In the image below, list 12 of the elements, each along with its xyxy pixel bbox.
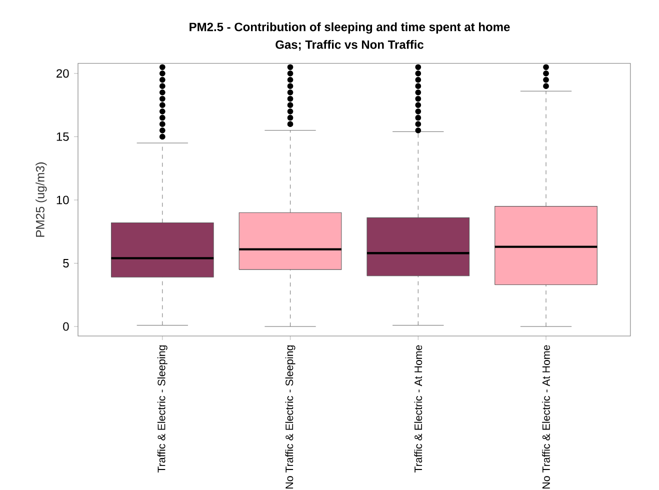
y-tick-label: 20 [56, 69, 69, 78]
y-tick-label: 10 [56, 196, 69, 204]
y-axis-title: PM25 (ug/m3) [36, 162, 47, 237]
x-tick-label: Traffic & Electric - Sleeping [157, 345, 168, 473]
y-tick-label: 5 [63, 259, 69, 268]
x-tick-label: Traffic & Electric - At Home [414, 345, 422, 473]
x-tick-label: No Traffic & Electric - At Home [542, 345, 550, 488]
y-tick-label: 15 [56, 132, 69, 141]
y-tick-label: 0 [63, 322, 69, 331]
chart-title: PM2.5 - Contribution of sleeping and time spent at home [190, 22, 510, 34]
x-tick-label: No Traffic & Electric - Sleeping [285, 345, 296, 488]
chart-subtitle: Gas; Traffic vs Non Traffic [276, 40, 424, 51]
